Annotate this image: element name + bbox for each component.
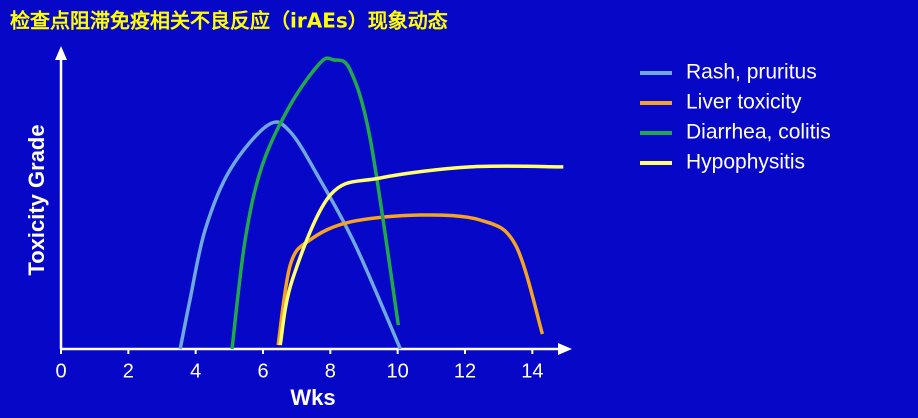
x-tick-label: 10	[387, 360, 409, 382]
chart-title: 检查点阻滞免疫相关不良反应（irAEs）现象动态	[10, 9, 448, 33]
legend-label: Liver toxicity	[686, 91, 802, 114]
series-line	[278, 164, 564, 346]
legend-label: Diarrhea, colitis	[686, 121, 831, 144]
legend-label: Hypophysitis	[686, 151, 805, 174]
x-axis-title: Wks	[290, 385, 335, 410]
x-tick-label: 8	[325, 360, 336, 382]
series-line	[276, 213, 545, 346]
x-tick-label: 0	[55, 360, 66, 382]
x-tick-label: 4	[190, 360, 201, 382]
x-tick-label: 12	[454, 360, 476, 382]
series-line	[178, 120, 402, 350]
x-tick-label: 14	[521, 360, 543, 382]
x-tick-label: 2	[123, 360, 134, 382]
series-line	[230, 56, 401, 350]
y-axis-title: Toxicity Grade	[24, 124, 49, 275]
y-axis-arrow	[55, 46, 67, 60]
x-tick-label: 6	[257, 360, 268, 382]
x-axis-arrow	[558, 343, 572, 355]
legend-label: Rash, pruritus	[686, 61, 817, 84]
